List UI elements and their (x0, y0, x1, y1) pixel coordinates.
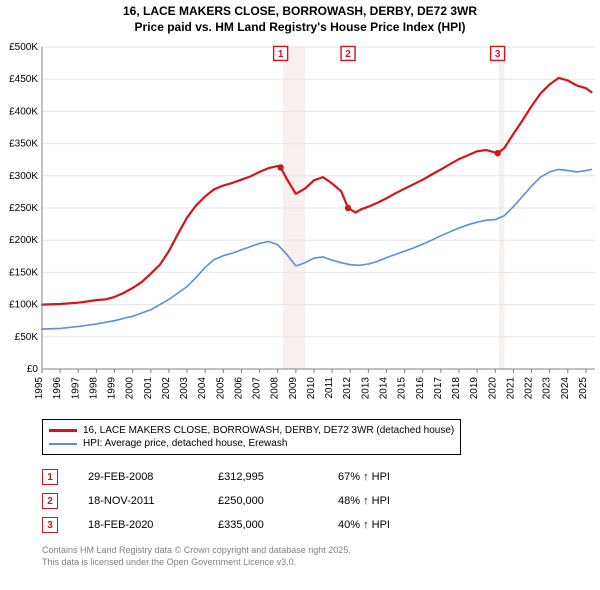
chart-svg: £0 £50K £100K £150K £200K £250K £300K £350K £400… (0, 43, 600, 413)
svg-text:1997: 1997 (70, 377, 81, 400)
svg-text:2022: 2022 (524, 377, 535, 400)
legend-label: HPI: Average price, detached house, Erew… (83, 438, 287, 449)
chart-container: 16, LACE MAKERS CLOSE, BORROWASH, DERBY,… (0, 0, 600, 569)
svg-text:2002: 2002 (161, 377, 172, 400)
svg-text:2000: 2000 (125, 377, 136, 400)
legend-label: 16, LACE MAKERS CLOSE, BORROWASH, DERBY,… (83, 425, 454, 436)
event-price: £312,995 (218, 471, 308, 483)
events-table: 1 29-FEB-2008 £312,995 67% ↑ HPI 2 18-NOV-201… (42, 465, 600, 537)
svg-text:1: 1 (278, 49, 284, 60)
event-pct: 48% ↑ HPI (338, 495, 390, 507)
svg-text:2023: 2023 (542, 377, 553, 400)
svg-text:£0: £0 (27, 364, 39, 375)
attribution-line-2: This data is licensed under the Open Gov… (42, 557, 600, 569)
svg-text:2020: 2020 (487, 377, 498, 400)
event-pct: 40% ↑ HPI (338, 519, 390, 531)
svg-text:3: 3 (495, 49, 501, 60)
legend: 16, LACE MAKERS CLOSE, BORROWASH, DERBY,… (42, 419, 461, 455)
legend-swatch (49, 443, 77, 445)
svg-text:£50K: £50K (15, 332, 39, 343)
svg-text:£200K: £200K (9, 235, 38, 246)
title-line-2: Price paid vs. HM Land Registry's House … (0, 20, 600, 36)
svg-text:£350K: £350K (9, 139, 38, 150)
svg-text:£450K: £450K (9, 74, 38, 85)
legend-row: HPI: Average price, detached house, Erew… (49, 437, 454, 450)
svg-text:£150K: £150K (9, 268, 38, 279)
svg-text:2021: 2021 (505, 377, 516, 400)
svg-text:2004: 2004 (197, 377, 208, 400)
legend-row: 16, LACE MAKERS CLOSE, BORROWASH, DERBY,… (49, 424, 454, 437)
event-price: £250,000 (218, 495, 308, 507)
chart-area: £0 £50K £100K £150K £200K £250K £300K £350K £400… (0, 43, 600, 413)
event-row: 2 18-NOV-2011 £250,000 48% ↑ HPI (42, 489, 600, 513)
svg-text:£500K: £500K (9, 43, 38, 53)
svg-text:2009: 2009 (288, 377, 299, 400)
svg-text:2007: 2007 (252, 377, 263, 400)
svg-text:2025: 2025 (578, 377, 589, 400)
svg-text:2011: 2011 (324, 377, 335, 399)
svg-text:2008: 2008 (270, 377, 281, 400)
svg-text:2016: 2016 (415, 377, 426, 400)
svg-text:2013: 2013 (360, 377, 371, 400)
svg-text:£100K: £100K (9, 300, 38, 311)
attribution: Contains HM Land Registry data © Crown c… (42, 545, 600, 568)
event-pct: 67% ↑ HPI (338, 471, 390, 483)
svg-text:2018: 2018 (451, 377, 462, 400)
svg-text:2024: 2024 (560, 377, 571, 400)
event-marker: 3 (42, 517, 58, 533)
svg-text:£300K: £300K (9, 171, 38, 182)
attribution-line-1: Contains HM Land Registry data © Crown c… (42, 545, 600, 557)
chart-title-block: 16, LACE MAKERS CLOSE, BORROWASH, DERBY,… (0, 0, 600, 43)
svg-text:£250K: £250K (9, 203, 38, 214)
svg-text:2001: 2001 (143, 377, 154, 400)
svg-text:2012: 2012 (342, 377, 353, 400)
svg-text:1996: 1996 (52, 377, 63, 400)
svg-text:2014: 2014 (378, 377, 389, 400)
event-date: 29-FEB-2008 (88, 471, 188, 483)
title-line-1: 16, LACE MAKERS CLOSE, BORROWASH, DERBY,… (0, 4, 600, 20)
legend-swatch (49, 429, 77, 432)
event-date: 18-NOV-2011 (88, 495, 188, 507)
event-date: 18-FEB-2020 (88, 519, 188, 531)
event-marker: 1 (42, 469, 58, 485)
svg-text:1998: 1998 (88, 377, 99, 400)
event-row: 3 18-FEB-2020 £335,000 40% ↑ HPI (42, 513, 600, 537)
svg-text:£400K: £400K (9, 107, 38, 118)
event-price: £335,000 (218, 519, 308, 531)
event-row: 1 29-FEB-2008 £312,995 67% ↑ HPI (42, 465, 600, 489)
event-marker: 2 (42, 493, 58, 509)
svg-text:2017: 2017 (433, 377, 444, 400)
svg-text:2015: 2015 (397, 377, 408, 400)
svg-text:1999: 1999 (107, 377, 118, 400)
svg-text:2010: 2010 (306, 377, 317, 400)
svg-text:2005: 2005 (215, 377, 226, 400)
svg-text:2003: 2003 (179, 377, 190, 400)
svg-text:2: 2 (345, 49, 351, 60)
svg-text:2006: 2006 (233, 377, 244, 400)
svg-text:2019: 2019 (469, 377, 480, 400)
svg-text:1995: 1995 (34, 377, 45, 400)
